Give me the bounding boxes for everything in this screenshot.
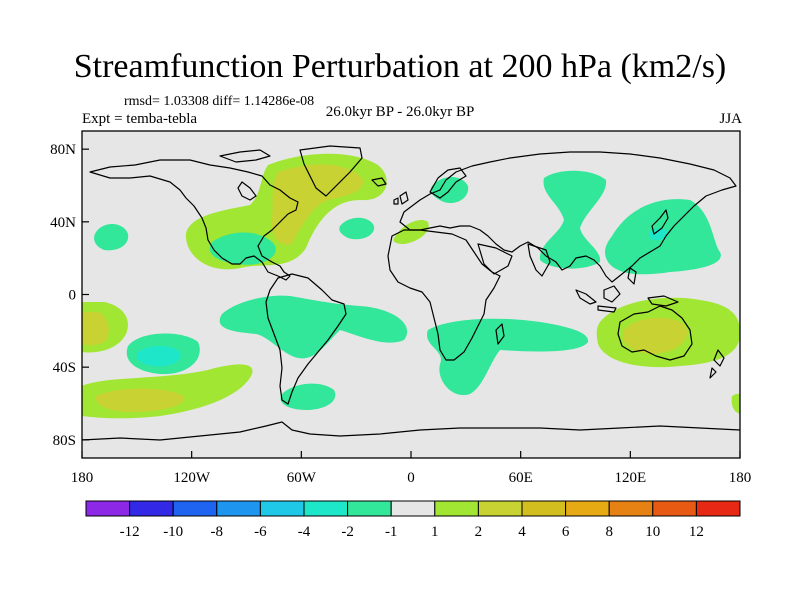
season-label: JJA bbox=[719, 111, 742, 127]
y-tick-label: 40N bbox=[50, 215, 76, 231]
coast-british-isles bbox=[393, 191, 409, 205]
colorbar-swatch bbox=[521, 500, 567, 517]
colorbar-label: -12 bbox=[120, 524, 140, 540]
colorbar-swatch bbox=[695, 500, 741, 517]
coast-iceland bbox=[371, 177, 387, 187]
x-tick-label: 60E bbox=[509, 470, 533, 486]
anomaly-ne-pacific bbox=[94, 223, 129, 251]
coast-india bbox=[527, 243, 551, 277]
coast-arctic-islands bbox=[219, 149, 271, 163]
anomaly-mediterranean bbox=[393, 219, 429, 244]
y-tick-label: 80N bbox=[50, 142, 76, 158]
anomaly-southern-ocean-peak bbox=[95, 388, 185, 412]
stats-text: rmsd= 1.03308 diff= 1.14286e-08 bbox=[124, 94, 315, 109]
coast-sumatra bbox=[575, 289, 597, 305]
anomaly-southern-africa bbox=[427, 318, 589, 396]
anomaly-south-america-tropics bbox=[219, 295, 408, 359]
colorbar-swatch bbox=[434, 500, 479, 517]
colorbar-swatch bbox=[608, 500, 654, 517]
coast-new-guinea bbox=[647, 295, 679, 307]
colorbar-label: -10 bbox=[163, 524, 183, 540]
colorbar-label: 6 bbox=[562, 524, 570, 540]
colorbar-label: -6 bbox=[254, 524, 267, 540]
colorbar-label: 1 bbox=[431, 524, 439, 540]
colorbar-label: -4 bbox=[298, 524, 311, 540]
x-tick-label: 120E bbox=[614, 470, 646, 486]
anomaly-se-pacific-peak bbox=[136, 346, 181, 367]
anomaly-fills bbox=[82, 153, 740, 419]
colorbar-label: 4 bbox=[518, 524, 526, 540]
y-tick-label: 0 bbox=[69, 288, 77, 304]
y-tick-label: 40S bbox=[53, 360, 76, 376]
anomaly-japan-peak bbox=[650, 228, 668, 241]
coastlines bbox=[82, 145, 740, 441]
anomaly-south-pacific-peak bbox=[82, 312, 109, 346]
anomaly-drake-passage bbox=[280, 383, 336, 410]
colorbar-swatch bbox=[85, 500, 131, 517]
coast-greenland bbox=[299, 145, 363, 197]
coast-eurasia bbox=[399, 151, 737, 283]
colorbar-label: 8 bbox=[605, 524, 613, 540]
anomaly-north-america-peak bbox=[271, 164, 363, 245]
anomaly-australia-peak bbox=[622, 317, 688, 354]
coast-north-america bbox=[89, 159, 299, 281]
x-tick-label: 120W bbox=[173, 470, 211, 486]
coast-new-zealand bbox=[709, 349, 725, 379]
colorbar-label: 2 bbox=[475, 524, 483, 540]
coast-scandinavia bbox=[429, 167, 467, 199]
coast-antarctica bbox=[82, 421, 740, 441]
x-tick-label: 60W bbox=[287, 470, 317, 486]
colorbar-label: 12 bbox=[689, 524, 704, 540]
experiment-label: Expt = temba-tebla bbox=[82, 111, 198, 127]
coast-arabia bbox=[477, 243, 513, 275]
colorbar: -12 -10 -8 -6 -4 -2 -1 1 2 4 6 8 10 12 bbox=[85, 500, 741, 540]
plot-area bbox=[82, 131, 740, 458]
coast-borneo bbox=[603, 285, 621, 303]
anomaly-central-asia bbox=[539, 170, 607, 269]
map-title: Streamfunction Perturbation at 200 hPa (… bbox=[73, 48, 727, 85]
colorbar-label: -2 bbox=[341, 524, 354, 540]
colorbar-swatch bbox=[303, 500, 349, 517]
coast-africa bbox=[387, 229, 501, 361]
colorbar-swatch bbox=[390, 500, 436, 517]
colorbar-label: -8 bbox=[211, 524, 224, 540]
anomaly-mid-atlantic bbox=[339, 217, 375, 240]
coast-madagascar bbox=[495, 323, 505, 345]
coast-hudson-bay bbox=[237, 181, 257, 201]
colorbar-swatch bbox=[652, 500, 697, 517]
colorbar-label: 10 bbox=[645, 524, 660, 540]
coast-java bbox=[597, 305, 617, 313]
colorbar-swatch bbox=[216, 500, 261, 517]
coast-philippines bbox=[627, 267, 637, 285]
x-tick-label: 0 bbox=[407, 470, 415, 486]
x-tick-label: 180 bbox=[729, 470, 752, 486]
colorbar-label: -1 bbox=[385, 524, 398, 540]
colorbar-swatch bbox=[347, 500, 392, 517]
anomaly-caribbean bbox=[209, 232, 276, 265]
colorbar-swatch bbox=[259, 500, 305, 517]
coast-japan bbox=[651, 209, 669, 235]
period-label: 26.0kyr BP - 26.0kyr BP bbox=[325, 104, 475, 120]
anomaly-east-edge bbox=[731, 393, 740, 414]
colorbar-swatch bbox=[172, 500, 218, 517]
x-axis: 180 120W 60W 0 60E 120E 180 bbox=[71, 451, 752, 486]
coast-south-america bbox=[265, 273, 347, 405]
colorbar-swatch bbox=[129, 500, 174, 517]
coast-australia bbox=[617, 305, 693, 361]
y-axis: 80N 40N 0 40S 80S bbox=[50, 142, 89, 449]
colorbar-swatch bbox=[565, 500, 610, 517]
x-tick-label: 180 bbox=[71, 470, 94, 486]
colorbar-swatch bbox=[477, 500, 523, 517]
y-tick-label: 80S bbox=[53, 433, 76, 449]
